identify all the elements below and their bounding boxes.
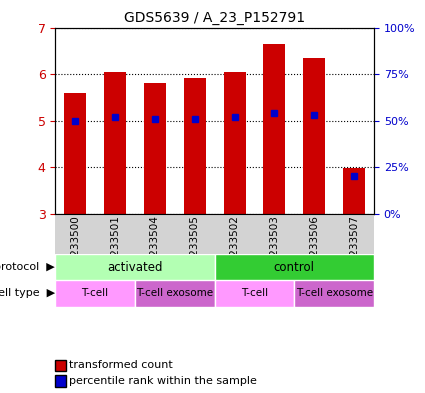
Text: GSM1233505: GSM1233505 (190, 216, 200, 285)
Title: GDS5639 / A_23_P152791: GDS5639 / A_23_P152791 (124, 11, 305, 25)
Bar (264, 44, 285, 213)
Text: GSM1233507: GSM1233507 (349, 216, 359, 285)
Text: T-cell exosome: T-cell exosome (136, 288, 213, 298)
Bar (144, 83, 166, 213)
Text: cell type  ▶: cell type ▶ (0, 288, 55, 298)
FancyBboxPatch shape (294, 280, 374, 307)
Bar (104, 72, 126, 213)
Text: GSM1233506: GSM1233506 (309, 216, 319, 285)
FancyBboxPatch shape (55, 280, 135, 307)
Text: GSM1233502: GSM1233502 (230, 216, 240, 285)
Text: control: control (274, 261, 315, 274)
Bar (303, 58, 325, 213)
Bar (184, 78, 206, 213)
FancyBboxPatch shape (215, 280, 294, 307)
FancyBboxPatch shape (215, 254, 374, 280)
Text: GSM1233503: GSM1233503 (269, 216, 279, 285)
Text: percentile rank within the sample: percentile rank within the sample (69, 376, 257, 386)
Text: transformed count: transformed count (69, 360, 173, 371)
Text: protocol  ▶: protocol ▶ (0, 262, 55, 272)
FancyBboxPatch shape (135, 280, 215, 307)
Text: GSM1233504: GSM1233504 (150, 216, 160, 285)
Text: T-cell: T-cell (82, 288, 109, 298)
Bar (64, 93, 86, 213)
Bar (224, 72, 246, 213)
Text: GSM1233500: GSM1233500 (70, 216, 80, 285)
Text: GSM1233501: GSM1233501 (110, 216, 120, 285)
Bar (343, 168, 365, 213)
FancyBboxPatch shape (55, 254, 215, 280)
Text: T-cell exosome: T-cell exosome (296, 288, 373, 298)
Text: activated: activated (107, 261, 163, 274)
Text: T-cell: T-cell (241, 288, 268, 298)
